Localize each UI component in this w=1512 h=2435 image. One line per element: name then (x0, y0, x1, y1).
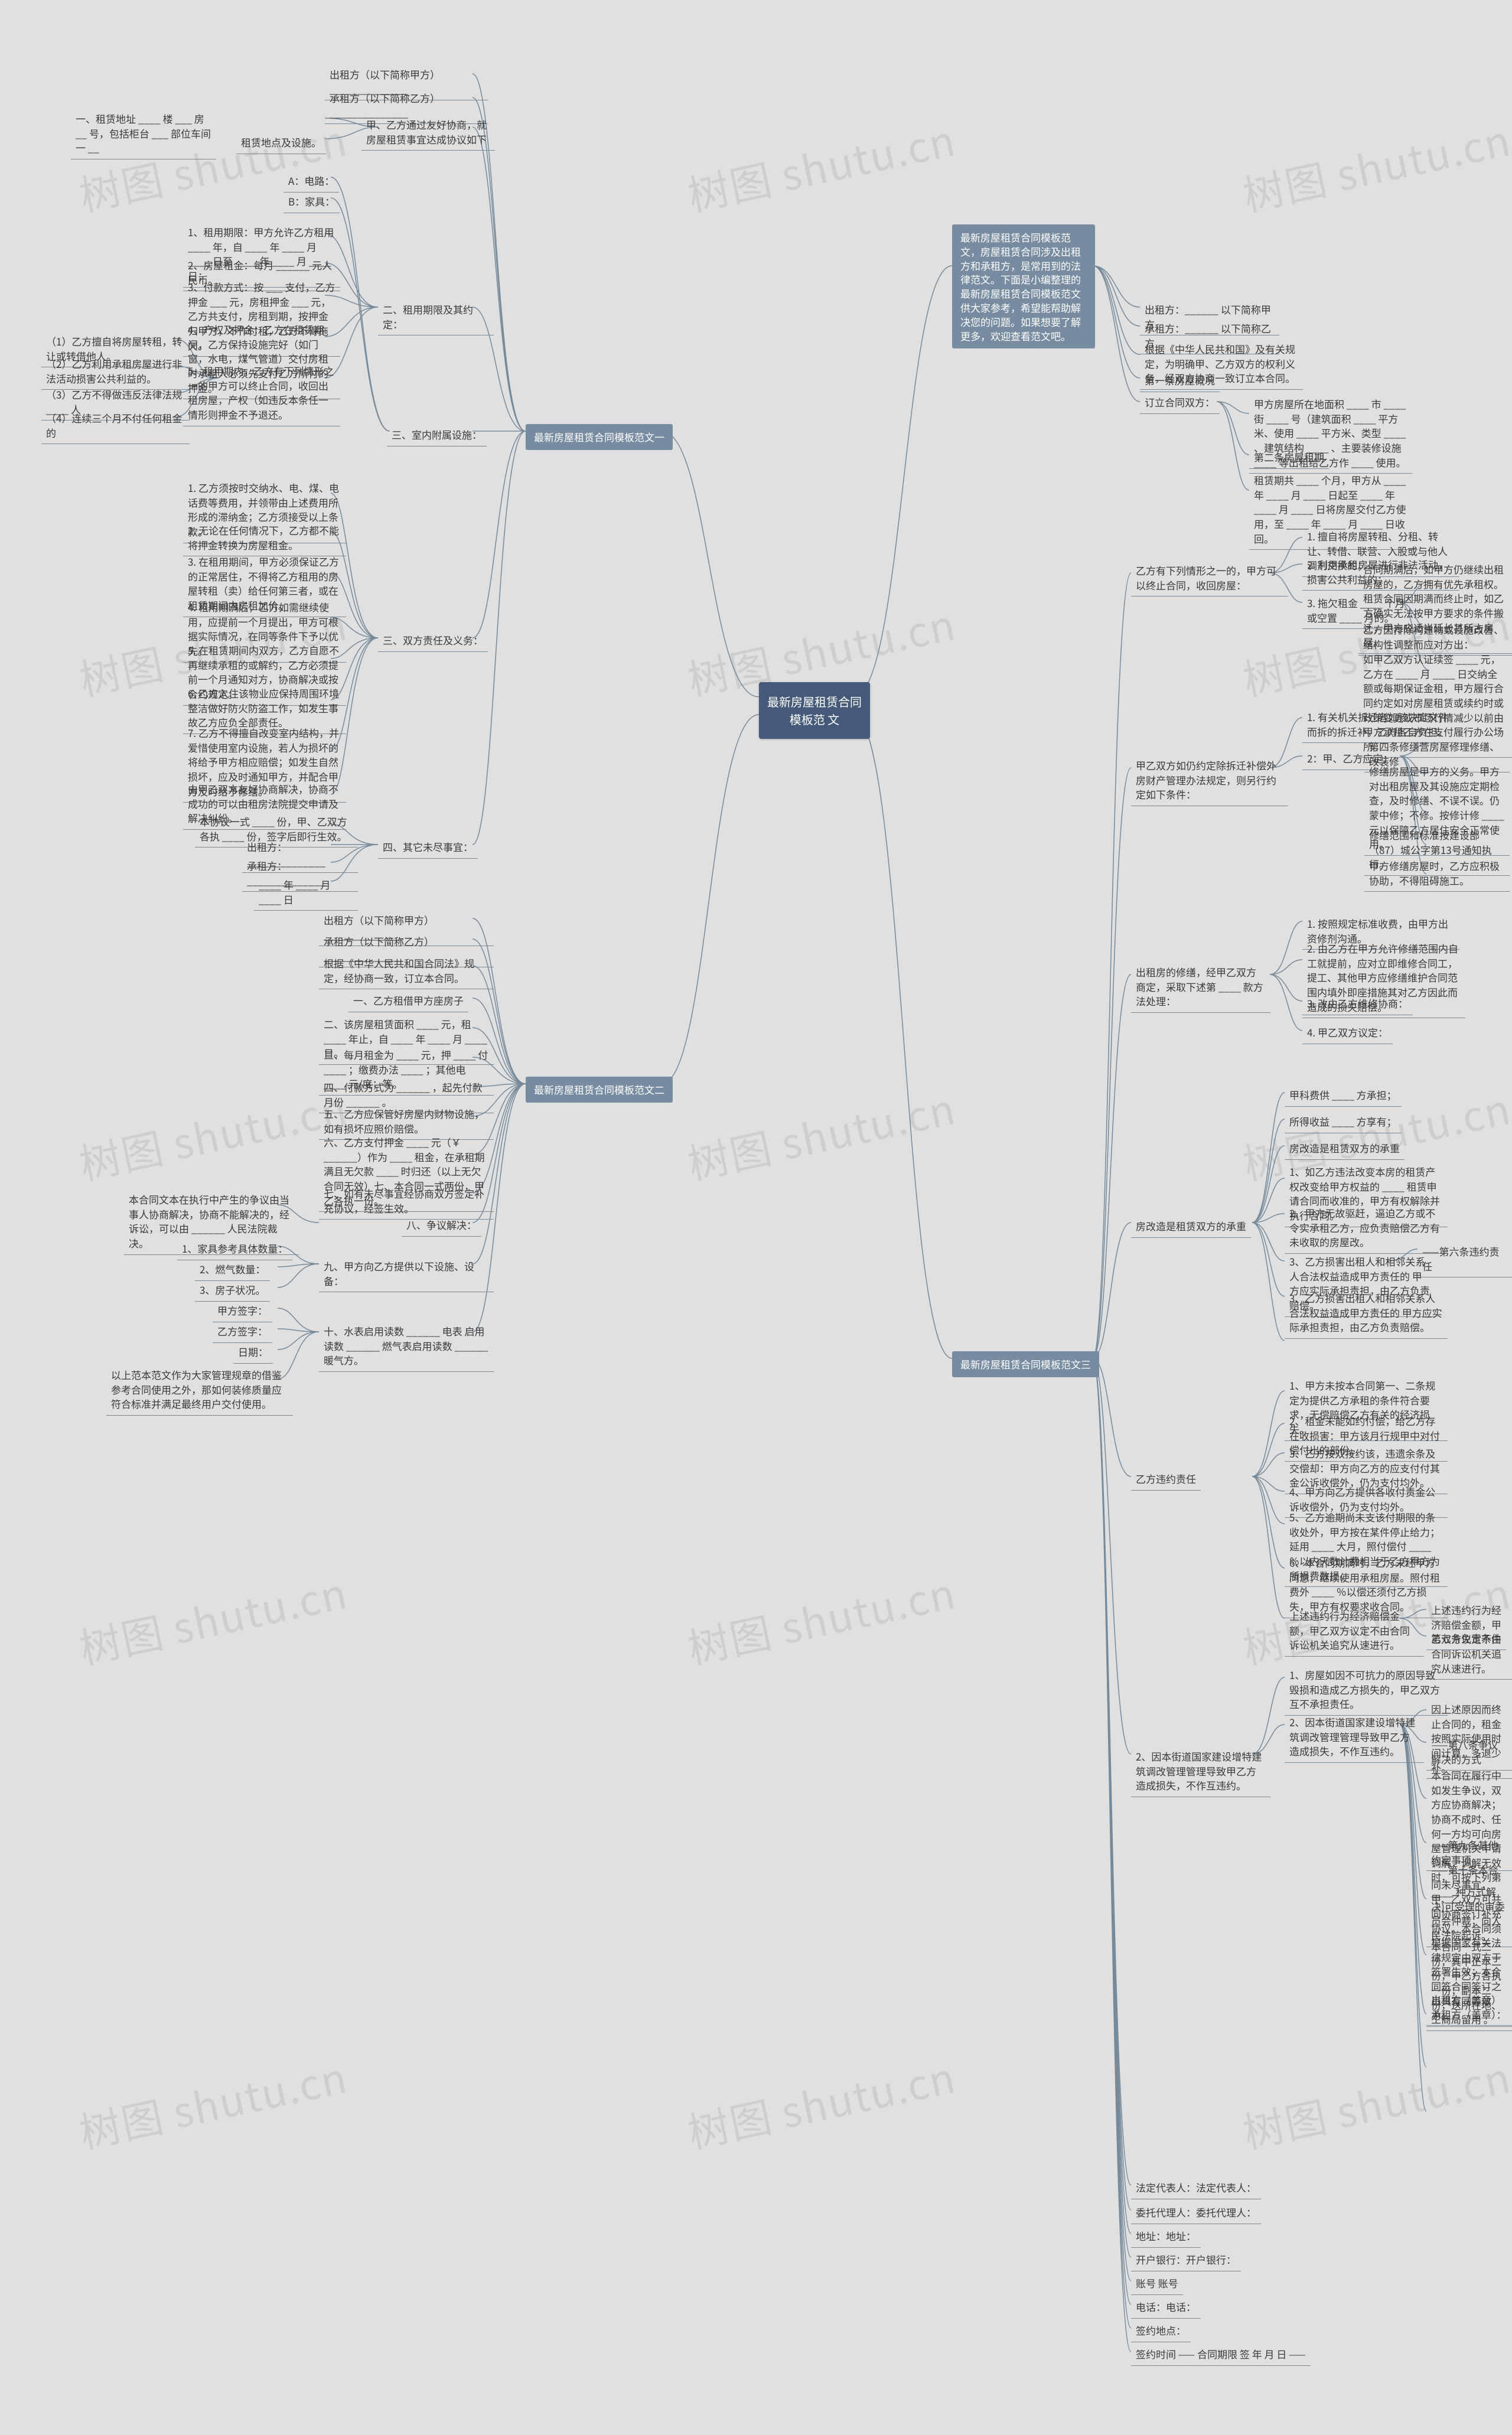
node[interactable]: 乙方签字： (213, 1322, 272, 1343)
node[interactable]: 签约时间 —— 合同期限 签 年 月 日 —— (1131, 2345, 1311, 2366)
watermark: 树图 shutu.cn (74, 1077, 353, 1192)
node[interactable]: 账号 账号 (1131, 2274, 1183, 2295)
node[interactable]: 二、租用期限及其约定： (378, 300, 494, 335)
node[interactable]: 租赁地点及设施。 (236, 133, 326, 154)
hub-intro[interactable]: 最新房屋租赁合同模板范文，房屋租赁合同涉及出租方和承租方，是常用到的法律范文。下… (952, 224, 1095, 348)
watermark: 树图 shutu.cn (74, 1561, 353, 1676)
node[interactable]: 房改造是租赁双方的承重 (1285, 1139, 1405, 1160)
node[interactable]: 4. 甲乙双方议定： (1302, 1023, 1393, 1044)
node[interactable]: 甲科费供 ____ 方承担； (1285, 1086, 1402, 1107)
node[interactable]: 3、乙方损害出租人和相邻关系人合法权益造成甲方责任的 甲方应实际承担责担，由乙方… (1285, 1289, 1448, 1339)
node[interactable]: 所得收益 ____ 方享有； (1285, 1112, 1402, 1133)
node[interactable]: ____ 年 ____ 月 ____ 日 (254, 875, 358, 911)
node[interactable]: 3. 改由乙方维修协商： (1302, 994, 1413, 1015)
node[interactable]: 出租方（盖章）承租方（盖章）： (1426, 1990, 1512, 2026)
node[interactable]: 根据《中华人民共和国合同法》规定，经协商一致，订立本合同。 (319, 954, 494, 989)
hub-label: 最新房屋租赁合同模板范文，房屋租赁合同涉及出租方和承租方，是常用到的法律范文。下… (960, 230, 1087, 343)
hub-template-3[interactable]: 最新房屋租赁合同模板范文三 (952, 1351, 1099, 1377)
node[interactable]: 甲方修缮房屋时，乙方应积极协助，不得阻碍施工。 (1364, 856, 1510, 892)
node[interactable]: 地址：地址： (1131, 2227, 1201, 2248)
node[interactable]: 上述违约行为经济赔偿金额，甲乙双方议定不由合同诉讼机关追究从速进行。 (1285, 1606, 1424, 1657)
node[interactable]: 房改造是租赁双方的承重 (1131, 1217, 1251, 1238)
node[interactable]: 乙方有下列情形之一的，甲方可以终止合同，收回房屋： (1131, 561, 1288, 596)
hub-label: 最新房屋租赁合同模板范文三 (960, 1357, 1091, 1371)
hub-template-1[interactable]: 最新房屋租赁合同模板范文一 (526, 424, 673, 450)
node[interactable]: 2. 无论在任何情况下，乙方都不能将押金转换为房屋租金。 (183, 521, 346, 556)
node[interactable]: 日期： (233, 1342, 273, 1364)
node[interactable]: 3、房子状况。 (195, 1280, 270, 1302)
hub-template-2[interactable]: 最新房屋租赁合同模板范文二 (526, 1077, 673, 1103)
watermark: 树图 shutu.cn (682, 2045, 961, 2160)
watermark: 树图 shutu.cn (682, 1077, 961, 1192)
node[interactable]: （4）连续三个月不付任何租金的 (41, 409, 190, 444)
watermark: 树图 shutu.cn (74, 2045, 353, 2160)
node[interactable]: 第二条房屋租期 (1249, 448, 1329, 469)
center-node[interactable]: 最新房屋租赁合同模板范 文 (759, 682, 870, 739)
hub-label: 最新房屋租赁合同模板范文二 (534, 1083, 664, 1097)
watermark: 树图 shutu.cn (682, 108, 961, 223)
node[interactable]: 一、乙方租借甲方座房子 (348, 991, 468, 1012)
node[interactable]: 出租房的修缮，经甲乙双方商定，采取下述第 ____ 款方法处理： (1131, 963, 1270, 1013)
watermark: 树图 shutu.cn (682, 1561, 961, 1676)
node[interactable]: 甲乙双方如仍约定除拆迁补偿外房财产管理办法规定，则另行约定如下条件： (1131, 756, 1288, 806)
node[interactable]: 十、水表启用读数 ______ 电表 启用读数 ______ 燃气表启用读数 _… (319, 1322, 494, 1372)
node[interactable]: 以上范本范文作为大家管理规章的借鉴参考合同使用之外，那如何装修质量应符合标准并满… (106, 1365, 293, 1416)
node[interactable]: 2、因本街道国家建设增特建筑调改管理管理导致甲乙方造成损失，不作互违约。 (1285, 1713, 1424, 1763)
node[interactable]: 电话：电话： (1131, 2297, 1201, 2319)
node[interactable]: 一、租赁地址 ____ 楼 ___ 房 __ 号，包括柜台 ___ 部位车间一 … (71, 109, 216, 159)
node[interactable]: 委托代理人：委托代理人： (1131, 2203, 1261, 2224)
node[interactable]: ——第六条违约责任 (1418, 1242, 1512, 1277)
node[interactable]: 三、双方责任及义务： (378, 631, 488, 652)
node[interactable]: 九、甲方向乙方提供以下设施、设备： (319, 1257, 494, 1292)
node[interactable]: 第一条房屋概况 (1140, 371, 1220, 392)
node[interactable]: A：电路： (284, 171, 339, 193)
node[interactable]: 1、房屋如因不可抗力的原因导致毁损和造成乙方损失的，甲乙双方互不承担责任。 (1285, 1665, 1448, 1716)
node[interactable]: 2、燃气数量： (195, 1260, 270, 1281)
watermark: 树图 shutu.cn (1237, 2045, 1512, 2160)
node[interactable]: 三、室内附属设施： (387, 425, 487, 446)
node[interactable]: 甲、乙方通过友好协商，就房屋租赁事宜达成协议如下 (361, 115, 495, 151)
hub-label: 最新房屋租赁合同模板范文一 (534, 430, 664, 444)
node[interactable]: B：家具： (284, 192, 340, 213)
node[interactable]: 七、如有未尽事宜经协商双方签定补充协议，经签生效。 (319, 1184, 494, 1220)
node[interactable]: 第七条免责条件 (1426, 1629, 1506, 1650)
node[interactable]: 5、租用期内，乙方有下列情形之一的甲方可以终止合同，收回出租房屋，产权（如违反本… (183, 361, 340, 426)
node[interactable]: 开户银行：开户银行： (1131, 2250, 1241, 2271)
node[interactable]: 2、因本街道国家建设增特建筑调改管理管理导致甲乙方造成损失，不作互违约。 (1131, 1747, 1270, 1797)
node[interactable]: 甲方签字： (213, 1301, 272, 1322)
node[interactable]: 1、家具参考具体数量： (177, 1239, 292, 1260)
node[interactable]: 乙方违约责任 (1131, 1469, 1201, 1491)
node[interactable]: 法定代表人：法定代表人： (1131, 2178, 1261, 2199)
node[interactable]: 四、其它未尽事宜： (378, 837, 478, 859)
node[interactable]: 八、争议解决： (402, 1215, 481, 1237)
node[interactable]: 订立合同双方： (1140, 393, 1220, 414)
node[interactable]: 签约地点： (1131, 2321, 1191, 2342)
watermark: 树图 shutu.cn (1237, 108, 1512, 223)
